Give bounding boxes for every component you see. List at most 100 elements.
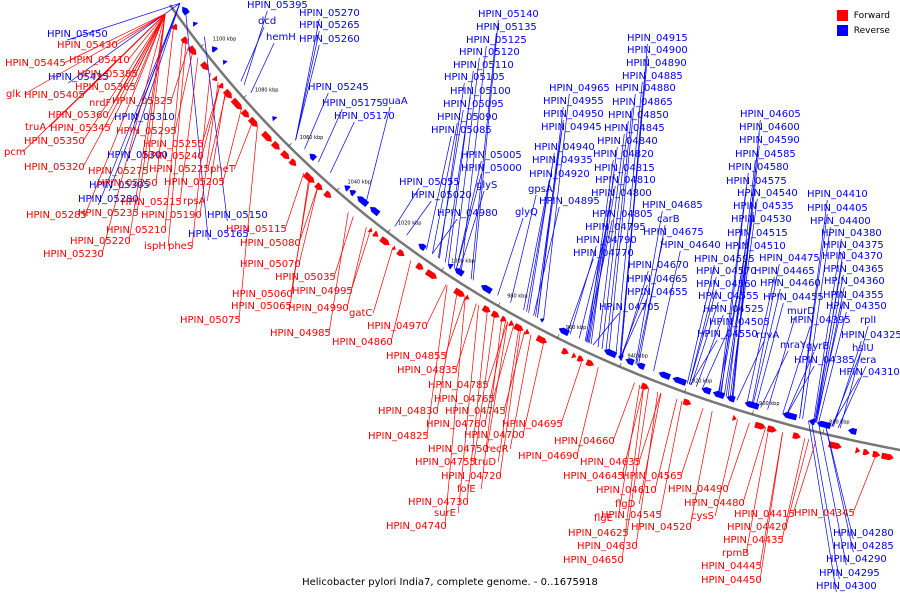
forward-gene-label: HPIN_05385 [77,69,138,80]
forward-gene-label: HPIN_05360 [48,110,109,121]
forward-gene-label: HPIN_05445 [5,58,66,69]
label-leader-line [167,42,187,247]
label-leader-line [612,382,635,442]
label-leader-line [425,284,447,327]
label-leader-line [199,82,219,216]
reverse-gene-label: HPIN_04665 [627,274,688,285]
forward-gene-label: HPIN_05205 [164,177,225,188]
reverse-gene-label: HPIN_04535 [733,201,794,212]
genome-caption: Helicobacter pylori India7, complete gen… [302,577,598,588]
scale-tick-label: 900 kbp [759,401,779,407]
label-leader-line [185,11,209,241]
label-leader-line [390,260,412,343]
forward-gene-label: HPIN_04995 [292,286,353,297]
reverse-feature [193,21,198,27]
reverse-feature [712,390,725,399]
reverse-gene-label: HPIN_04550 [697,329,758,340]
label-leader-line [588,185,616,344]
label-leader-line [680,408,704,477]
reverse-gene-label: HPIN_04310 [839,367,900,378]
reverse-feature [211,46,218,53]
scale-ticks: 1100 kbp 1080 kbp 1060 kbp 1040 kbp 1020 kbp… [200,37,850,434]
reverse-gene-label: HPIN_05165 [188,229,249,240]
reverse-gene-label: HPIN_05170 [334,111,395,122]
forward-feature [240,109,250,118]
forward-gene-label: HPIN_04700 [464,430,525,441]
label-leader-line [432,122,458,254]
forward-feature [217,82,224,89]
forward-feature [576,355,584,362]
scale-tick-label: 1000 kbp [451,259,475,265]
reverse-gene-label: dcd [258,16,276,27]
label-leader-line [480,318,503,490]
reverse-gene-label: HPIN_04605 [740,109,801,120]
forward-feature [230,97,242,110]
reverse-gene-label: HPIN_05150 [207,210,268,221]
reverse-gene-label: HPIN_04365 [823,264,884,275]
forward-gene-label: HPIN_04860 [332,337,393,348]
reverse-gene-label: HPIN_04920 [529,169,590,180]
forward-feature [571,352,577,359]
reverse-gene-label: HPIN_04385 [794,355,855,366]
label-leader-line [729,198,758,399]
forward-gene-label: HPIN_04745 [445,406,506,417]
label-leader-line [742,427,766,504]
reverse-gene-label: HPIN_04965 [549,83,610,94]
label-leader-line [638,224,666,365]
forward-gene-label: HPIN_04415 [734,509,795,520]
label-leader-line [745,428,770,554]
reverse-gene-label: HPIN_04375 [823,240,884,251]
forward-gene-label: HPIN_04450 [701,575,762,586]
reverse-feature [604,348,618,359]
reverse-gene-label: HPIN_04585 [735,149,796,160]
forward-gene-label: pcm [4,147,26,158]
scale-tick [288,142,292,147]
forward-gene-label: HPIN_04645 [563,471,624,482]
forward-feature [508,320,514,326]
label-leader-line [695,314,724,387]
label-leader-line [686,264,715,384]
label-leader-line [759,432,783,581]
label-leader-line [155,25,175,184]
reverse-gene-label: HPIN_05120 [459,47,520,58]
reverse-gene-label: HPIN_04505 [709,317,770,328]
label-leader-line [458,190,485,272]
label-leader-line [746,276,775,404]
scale-tick-label: 1100 kbp [213,37,237,43]
forward-gene-label: HPIN_05240 [143,151,204,162]
label-leader-line [444,96,471,263]
forward-gene-label: HPIN_04835 [397,365,458,376]
label-leader-line [543,93,570,321]
reverse-gene-label: murD [787,306,815,317]
reverse-gene-label: HPIN_05090 [437,112,498,123]
label-leader-line [736,340,765,401]
forward-gene-label: truD [474,457,496,468]
reverse-feature [658,371,671,380]
forward-feature [323,190,332,198]
label-leader-line [522,341,545,436]
forward-gene-label: HPIN_05230 [43,249,104,260]
forward-gene-label: HPIN_04635 [580,457,641,468]
forward-gene-label: surE [434,508,456,519]
forward-feature [640,382,649,390]
scale-tick-label: 920 kbp [692,379,712,385]
forward-gene-label: HPIN_05275 [88,166,149,177]
forward-gene-label: gatC [349,308,372,319]
reverse-gene-label: glyS [476,180,497,191]
label-leader-line [785,439,810,528]
reverse-gene-label: HPIN_04955 [543,96,604,107]
label-leader-line [436,291,458,412]
forward-feature [731,415,737,421]
label-leader-line [752,288,781,406]
forward-feature [453,287,465,297]
label-leader-line [701,327,730,390]
label-leader-line [295,30,320,141]
label-leader-line [523,179,550,311]
forward-feature [754,421,766,430]
reverse-gene-label: glyQ [515,207,538,218]
label-leader-line [839,325,869,429]
reverse-feature [309,153,317,161]
forward-gene-label: rpsA [183,196,206,207]
reverse-gene-label: HPIN_04895 [539,196,600,207]
